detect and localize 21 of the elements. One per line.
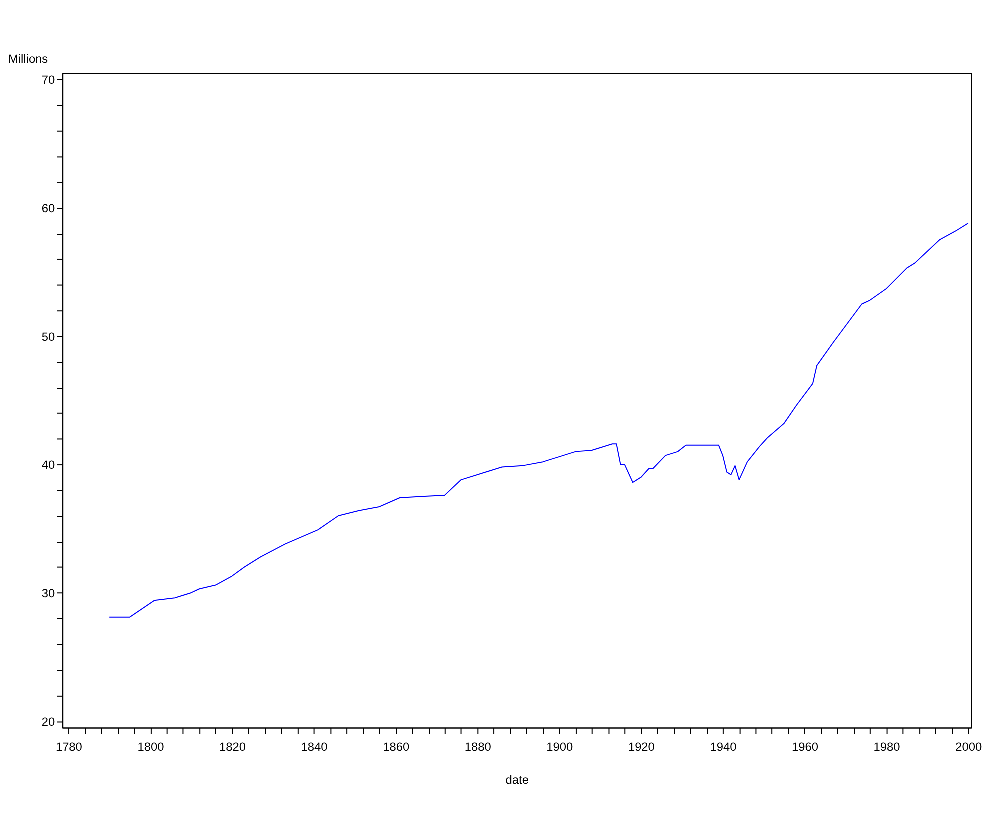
- x-tick-label: 1940: [710, 740, 738, 754]
- x-tick-label: 1920: [628, 740, 656, 754]
- y-tick-label: 40: [42, 458, 56, 472]
- y-axis-title: Millions: [8, 52, 48, 66]
- y-tick-label: 20: [42, 714, 56, 729]
- x-tick-label: 1980: [874, 740, 901, 754]
- y-tick-label: 60: [42, 201, 56, 216]
- x-tick-label: 1960: [792, 740, 819, 754]
- x-axis-title: date: [506, 772, 530, 787]
- x-tick-label: 1800: [138, 740, 165, 754]
- x-tick-label: 1880: [464, 740, 492, 754]
- x-tick-label: 1900: [546, 740, 574, 754]
- y-tick-label: 50: [42, 330, 56, 344]
- y-tick-label: 70: [42, 73, 56, 88]
- line-series: [109, 222, 969, 618]
- x-tick-label: 2000: [956, 740, 982, 754]
- y-tick-label: 30: [42, 586, 56, 600]
- x-tick-label: 1860: [383, 740, 410, 754]
- x-tick-label: 1820: [220, 740, 246, 754]
- x-tick-label: 1780: [56, 740, 83, 754]
- x-tick-label: 1840: [301, 740, 328, 754]
